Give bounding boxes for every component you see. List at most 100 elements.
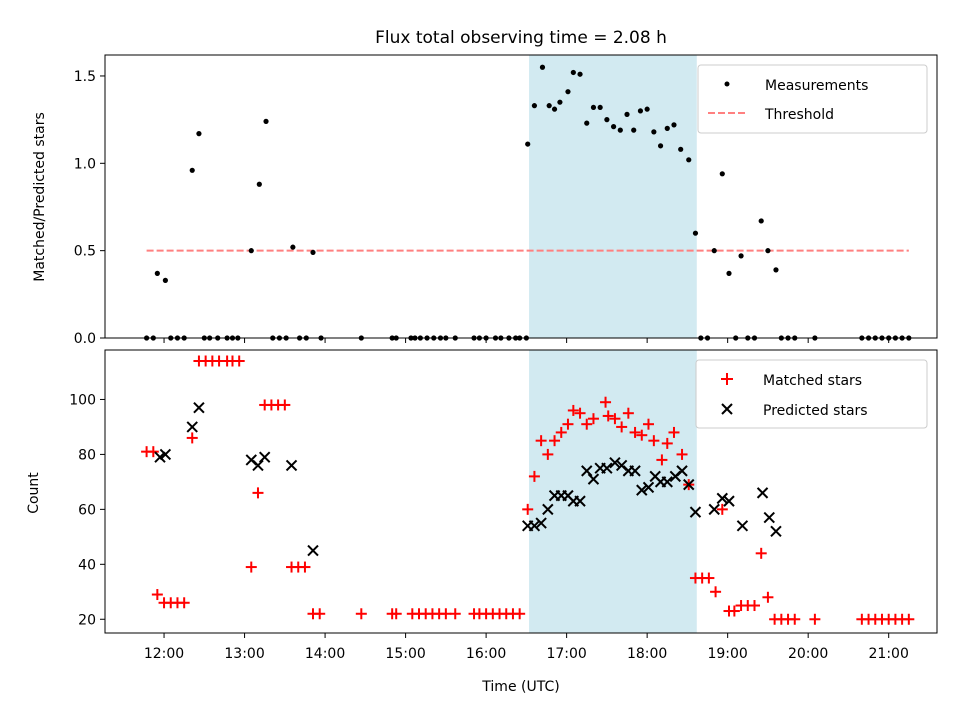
bottom-y-tick-label: 100 [69,392,96,408]
predicted-star-points [154,401,782,557]
measurement-point [637,108,644,114]
measurement-point [664,125,670,131]
predicted-star-point [636,484,648,496]
matched-star-point [602,410,614,422]
measurement-point [248,248,254,254]
measurement-point [773,267,779,273]
predicted-star-point [736,520,749,532]
measurement-point [719,171,725,177]
matched-star-point [642,418,654,430]
predicted-star-point [609,456,621,469]
matched-star-point [676,448,688,460]
bottom-y-tick-label: 60 [78,502,96,518]
predicted-star-point [716,492,728,505]
predicted-star-point [601,462,613,474]
predicted-star-point [258,451,271,463]
matched-star-point [567,404,579,416]
predicted-star-point [307,544,319,557]
predicted-star-point [159,448,172,461]
measurement-point [310,249,316,256]
measurement-point [196,131,202,137]
top-legend-box [697,64,928,134]
measurement-point [290,244,296,250]
predicted-star-point [770,525,782,538]
bottom-y-axis-label: Count [26,472,42,514]
matched-star-point [549,435,561,447]
matched-star-point [514,608,526,620]
bottom-plot-frame [104,349,938,634]
measurement-point [263,118,269,124]
x-tick-label: 19:00 [707,646,747,662]
predicted-star-point [535,517,547,529]
matched-star-point [562,418,574,430]
measurement-point [671,122,677,128]
measurement-point [765,248,771,254]
predicted-star-point [186,421,198,433]
measurement-point [256,181,262,187]
measurement-point [531,103,538,109]
measurement-point [686,157,692,163]
measurement-point [525,141,531,147]
predicted-star-point [285,459,298,472]
matched-star-point [245,561,257,573]
bottom-legend: Matched stars Predicted stars [695,359,928,429]
measurement-point [692,230,699,236]
matched-star-points [141,355,915,625]
bottom-legend-box [695,359,928,429]
predicted-star-point [723,495,735,507]
legend-predicted-label: Predicted stars [763,403,868,419]
measurement-point [631,127,637,133]
measurement-point [617,127,623,133]
x-tick-label: 15:00 [385,646,425,662]
matched-star-point [390,608,402,620]
matched-star-point [748,600,760,612]
legend-measurements-label: Measurements [765,78,868,94]
measurement-point [557,99,563,105]
measurement-point [711,248,717,254]
matched-star-point [355,608,367,620]
top-x-ticks [163,338,890,343]
matched-star-point [587,413,599,425]
predicted-star-point [528,520,541,532]
x-axis-label: Time (UTC) [481,679,559,695]
matched-star-point [668,426,680,438]
measurement-point [678,146,684,152]
measurement-point [577,71,583,77]
top-plot-frame [104,54,938,339]
predicted-star-point [587,473,600,485]
x-tick-label: 12:00 [144,646,184,662]
matched-star-point [755,547,767,559]
predicted-star-point [708,503,720,516]
measurement-point [604,117,610,123]
measurement-point [189,167,195,173]
top-y-axis-label: Matched/Predicted stars [32,112,48,282]
measurement-point [590,104,597,111]
top-legend: Measurements Threshold [697,64,928,134]
measurement-point [570,69,576,76]
matched-star-point [440,608,452,620]
matched-star-point [555,426,567,438]
matched-star-point [581,418,593,430]
matched-star-point [609,413,621,425]
bottom-observing-window [529,350,697,633]
predicted-star-point [661,476,673,488]
top-observing-window [529,55,697,338]
matched-star-point [903,613,915,625]
measurement-point [597,104,603,111]
matched-star-point [542,448,554,460]
measurement-point [738,253,744,259]
matched-star-point [703,572,715,584]
top-y-tick-label: 0.0 [74,331,96,347]
measurement-point [657,143,664,149]
matched-star-point [522,503,534,515]
bottom-y-tick-label: 80 [78,447,96,463]
predicted-star-point [574,495,586,507]
top-y-tick-label: 1.5 [74,69,96,85]
predicted-star-point [581,465,593,477]
top-y-ticks: 0.0 0.5 1.0 1.5 [74,69,105,347]
measurement-point [610,124,617,130]
x-tick-label: 13:00 [224,646,264,662]
predicted-star-point [542,503,554,516]
predicted-star-point [252,459,264,472]
top-y-tick-label: 1.0 [74,156,96,172]
